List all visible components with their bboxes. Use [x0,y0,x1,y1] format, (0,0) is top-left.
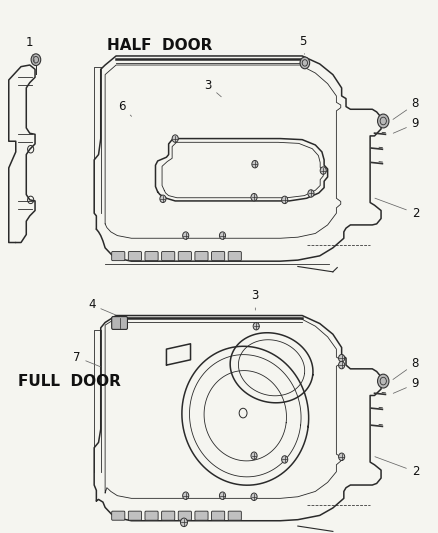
Circle shape [378,374,389,388]
Circle shape [251,193,257,201]
FancyBboxPatch shape [112,511,125,520]
Circle shape [219,492,226,499]
Circle shape [172,135,178,142]
FancyBboxPatch shape [195,511,208,520]
Text: HALF  DOOR: HALF DOOR [107,38,213,53]
Text: 1: 1 [26,36,35,64]
Text: FULL  DOOR: FULL DOOR [18,374,120,389]
FancyBboxPatch shape [178,252,191,261]
FancyBboxPatch shape [162,511,175,520]
FancyBboxPatch shape [145,252,158,261]
Circle shape [282,456,288,463]
Circle shape [219,232,226,239]
FancyBboxPatch shape [178,511,191,520]
Text: 4: 4 [88,298,116,315]
FancyBboxPatch shape [112,317,127,329]
FancyBboxPatch shape [228,511,241,520]
Circle shape [31,54,41,66]
Text: 3: 3 [205,79,221,97]
FancyBboxPatch shape [228,252,241,261]
FancyBboxPatch shape [162,252,175,261]
Text: 7: 7 [73,351,100,367]
Circle shape [253,322,259,330]
FancyBboxPatch shape [212,252,225,261]
Circle shape [300,57,310,69]
FancyBboxPatch shape [128,511,141,520]
Circle shape [282,196,288,204]
Text: 2: 2 [375,198,419,220]
Text: 8: 8 [393,98,419,119]
FancyBboxPatch shape [145,511,158,520]
FancyBboxPatch shape [128,252,141,261]
FancyBboxPatch shape [195,252,208,261]
Text: 2: 2 [375,457,419,478]
Text: 9: 9 [393,377,419,393]
Circle shape [339,361,345,369]
Text: 9: 9 [393,117,419,133]
Circle shape [251,452,257,459]
Circle shape [183,492,189,499]
Text: 5: 5 [300,35,307,54]
Circle shape [180,518,187,527]
Circle shape [160,195,166,203]
FancyBboxPatch shape [112,252,125,261]
FancyBboxPatch shape [212,511,225,520]
Circle shape [183,232,189,239]
Circle shape [378,114,389,128]
Text: 3: 3 [252,289,259,310]
Text: 6: 6 [118,100,132,116]
Circle shape [339,453,345,461]
Text: 8: 8 [393,357,419,379]
Circle shape [339,354,345,362]
Circle shape [252,160,258,168]
Circle shape [320,167,326,174]
Circle shape [251,493,257,500]
Circle shape [308,190,314,197]
